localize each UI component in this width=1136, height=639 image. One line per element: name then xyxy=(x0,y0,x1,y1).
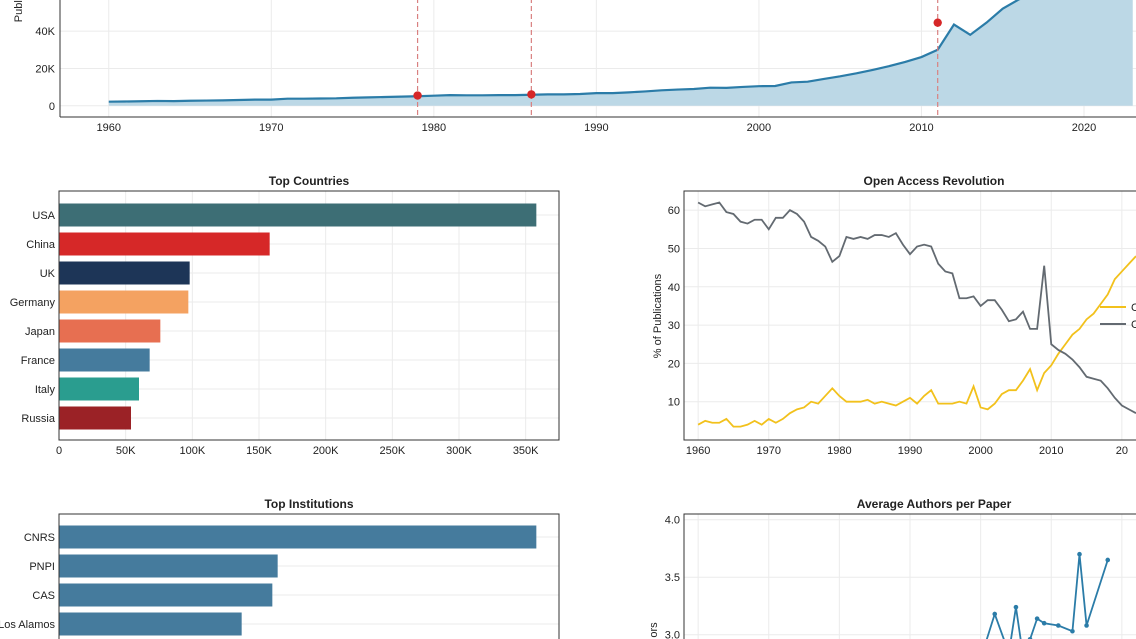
open-access-title: Open Access Revolution xyxy=(864,174,1005,188)
institutions-title: Top Institutions xyxy=(264,497,353,511)
open-access-y-tick-label: 50 xyxy=(668,243,680,255)
average-authors-chart: Average Authors per Paper 3.0 3.5 4.0 ors xyxy=(648,497,1136,639)
countries-bar xyxy=(59,319,161,343)
open-access-legend-label: C xyxy=(1131,319,1136,331)
avg-authors-plot-frame xyxy=(683,513,1136,639)
avg-authors-y-tick-label: 3.5 xyxy=(665,572,680,584)
timeline-y-axis-label: Publi xyxy=(13,0,25,22)
countries-category-label: China xyxy=(26,239,56,251)
countries-title: Top Countries xyxy=(269,174,350,188)
timeline-x-tick-label: 2010 xyxy=(909,122,933,134)
countries-category-label: Italy xyxy=(35,384,56,396)
timeline-y-tick-label: 20K xyxy=(35,63,55,75)
avg-authors-point xyxy=(1077,551,1082,557)
top-countries-chart: Top Countries USA China UK Germany Japan Franc… xyxy=(10,174,560,457)
open-access-y-tick-label: 20 xyxy=(668,358,680,370)
institutions-category-label: PNPI xyxy=(29,561,55,573)
open-access-x-tick-label: 1990 xyxy=(898,445,922,457)
avg-authors-point xyxy=(1034,616,1040,621)
timeline-x-tick-label: 2000 xyxy=(747,122,771,134)
open-access-plot-frame xyxy=(683,190,1136,441)
countries-x-tick-label: 200K xyxy=(313,445,339,457)
countries-bar xyxy=(59,261,190,285)
open-access-y-tick-label: 10 xyxy=(668,397,680,409)
timeline-x-tick-label: 2020 xyxy=(1072,122,1096,134)
timeline-x-tick-label: 1990 xyxy=(584,122,608,134)
countries-x-tick-label: 350K xyxy=(513,445,539,457)
avg-authors-y-tick-label: 3.0 xyxy=(665,630,680,639)
avg-authors-point xyxy=(1084,623,1089,628)
open-access-x-tick-label: 1980 xyxy=(827,445,851,457)
avg-authors-y-tick-label: 4.0 xyxy=(665,515,680,527)
open-access-legend-label: C xyxy=(1131,302,1136,314)
countries-bar xyxy=(59,232,270,256)
countries-x-tick-label: 100K xyxy=(179,445,205,457)
countries-bar xyxy=(59,406,131,430)
countries-x-tick-label: 150K xyxy=(246,445,272,457)
timeline-event-marker xyxy=(933,18,942,27)
avg-authors-y-axis-label: ors xyxy=(648,622,660,638)
open-access-x-tick-label: 20 xyxy=(1116,445,1128,457)
institutions-bar xyxy=(59,612,242,636)
countries-bar xyxy=(59,348,150,372)
timeline-series-line xyxy=(108,0,1021,103)
open-access-x-tick-label: 1970 xyxy=(757,445,781,457)
countries-bar xyxy=(59,203,537,227)
timeline-area-fill xyxy=(108,0,1133,106)
countries-category-label: UK xyxy=(40,268,56,280)
institutions-category-label: Los Alamos xyxy=(0,619,55,631)
countries-x-tick-label: 0 xyxy=(56,445,62,457)
timeline-x-tick-label: 1960 xyxy=(97,122,121,134)
open-access-y-tick-label: 60 xyxy=(668,205,680,217)
open-access-x-tick-label: 1960 xyxy=(686,445,710,457)
timeline-x-tick-label: 1980 xyxy=(422,122,446,134)
countries-bar xyxy=(59,290,189,314)
open-access-chart: Open Access Revolution CC 10 20 30 40 50 60 1960… xyxy=(652,174,1136,457)
open-access-y-tick-label: 30 xyxy=(668,320,680,332)
institutions-category-label: CNRS xyxy=(24,532,55,544)
countries-plot-frame xyxy=(58,190,560,441)
countries-category-label: Japan xyxy=(25,326,55,338)
avg-authors-point xyxy=(1105,557,1111,563)
avg-authors-point xyxy=(1056,623,1061,628)
avg-authors-series-line xyxy=(985,554,1109,639)
timeline-event-marker xyxy=(527,90,536,99)
avg-authors-title: Average Authors per Paper xyxy=(857,497,1012,511)
open-access-series-open xyxy=(697,255,1136,428)
countries-category-label: Russia xyxy=(21,413,56,425)
open-access-series-closed xyxy=(697,201,1136,414)
timeline-y-tick-label: 60K xyxy=(35,0,55,1)
countries-x-tick-label: 300K xyxy=(446,445,472,457)
countries-category-label: Germany xyxy=(10,297,56,309)
timeline-event-marker xyxy=(413,91,422,100)
avg-authors-point xyxy=(1013,604,1019,610)
avg-authors-point xyxy=(992,611,998,617)
publications-timeline-chart: 0 20K 40K 60K 1960 1970 1980 1990 2000 2010 2020 Pu… xyxy=(13,0,1136,134)
institutions-bar xyxy=(59,583,273,607)
open-access-x-tick-label: 2010 xyxy=(1039,445,1063,457)
open-access-x-tick-label: 2000 xyxy=(968,445,992,457)
timeline-y-tick-label: 0 xyxy=(49,101,55,113)
avg-authors-point xyxy=(1041,620,1047,626)
institutions-plot-frame xyxy=(58,513,560,639)
institutions-bar xyxy=(59,525,537,549)
countries-category-label: USA xyxy=(32,210,55,222)
open-access-y-axis-label: % of Publications xyxy=(652,273,664,358)
countries-category-label: France xyxy=(21,355,55,367)
institutions-category-label: CAS xyxy=(32,590,55,602)
countries-x-tick-label: 250K xyxy=(379,445,405,457)
timeline-x-tick-label: 1970 xyxy=(259,122,283,134)
open-access-y-tick-label: 40 xyxy=(668,282,680,294)
avg-authors-point xyxy=(1070,628,1075,634)
top-institutions-chart: Top Institutions CNRS PNPI CAS Los Alamos xyxy=(0,497,560,639)
countries-bar xyxy=(59,377,139,401)
timeline-y-tick-label: 40K xyxy=(35,26,55,38)
institutions-bar xyxy=(59,554,278,578)
countries-x-tick-label: 50K xyxy=(116,445,136,457)
